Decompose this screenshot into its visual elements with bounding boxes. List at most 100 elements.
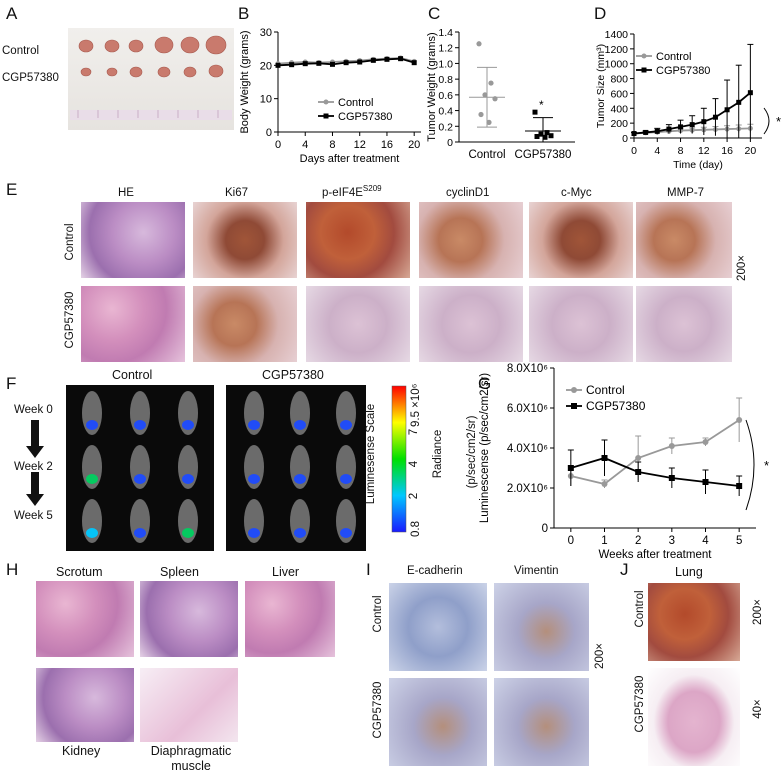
panel-i-treated-label: CGP57380 bbox=[372, 681, 384, 739]
y-tick-label: 4.0X10⁶ bbox=[507, 443, 548, 455]
ihc-control-he bbox=[81, 202, 185, 278]
legend-marker bbox=[571, 403, 577, 409]
ihc-treated-peif4e bbox=[306, 286, 410, 362]
legend-marker bbox=[641, 53, 647, 59]
chart-g: 0 2.0X10⁶ 4.0X10⁶ 6.0X10⁶ 8.0X10⁶ 0 1 2 3 4 5 Weeks… bbox=[479, 363, 769, 560]
x-tick-label: 8 bbox=[678, 145, 684, 157]
stain-label-ki67: Ki67 bbox=[225, 187, 249, 199]
panel-i-magnification: 200× bbox=[594, 643, 606, 669]
y-tick-label: 1200 bbox=[605, 44, 629, 56]
data-point bbox=[548, 133, 554, 139]
panel-letter-d: D bbox=[594, 4, 607, 23]
panel-a-control-label: Control bbox=[2, 45, 40, 57]
ihc-treated-mmp7 bbox=[636, 286, 732, 362]
data-point bbox=[631, 131, 637, 137]
panel-j-control-label: Control bbox=[634, 590, 646, 628]
data-point bbox=[668, 443, 675, 449]
ihc-treated-cmyc bbox=[529, 286, 633, 362]
y-tick-label: 200 bbox=[610, 118, 628, 130]
stain-label-ecadherin: E-cadherin bbox=[407, 565, 463, 577]
histo-diaphragm bbox=[140, 668, 238, 742]
histo-kidney bbox=[36, 668, 134, 742]
stain-label-peif4e: p-eIF4ES209 bbox=[322, 184, 382, 199]
data-point bbox=[643, 129, 649, 135]
scale-tick-95: 9.5 ×10⁶ bbox=[410, 383, 422, 427]
x-category-label: Control bbox=[468, 149, 505, 161]
data-point bbox=[486, 119, 492, 125]
x-tick-label: 8 bbox=[329, 139, 335, 151]
x-tick-label: 4 bbox=[702, 535, 709, 547]
x-tick-label: 0 bbox=[631, 145, 637, 157]
data-point bbox=[532, 109, 538, 115]
data-point bbox=[544, 130, 550, 136]
y-tick-label: 0.6 bbox=[438, 90, 453, 102]
scale-tick-4: 4 bbox=[408, 460, 421, 468]
y-tick-label: 0.8 bbox=[438, 74, 453, 86]
panel-f-treated-label: CGP57380 bbox=[262, 368, 324, 382]
data-point bbox=[384, 56, 390, 62]
stain-peif4e-sup: S209 bbox=[362, 184, 382, 193]
bioluminescence-signal bbox=[86, 474, 98, 484]
data-point bbox=[601, 455, 608, 461]
data-point bbox=[666, 126, 672, 132]
data-point bbox=[712, 114, 718, 120]
data-point bbox=[724, 107, 730, 113]
ihc-treated-ecadherin bbox=[389, 678, 487, 766]
data-point bbox=[343, 60, 349, 66]
week-arrows bbox=[26, 420, 44, 506]
legend-marker bbox=[323, 99, 329, 105]
y-tick-label: 0 bbox=[447, 137, 453, 149]
panel-letter-f: F bbox=[6, 374, 17, 393]
bioluminescence-signal bbox=[294, 420, 306, 430]
panel-j-mag-control: 200× bbox=[752, 599, 764, 625]
x-tick-label: 2 bbox=[635, 535, 641, 547]
bioluminescence-signal bbox=[340, 474, 352, 484]
data-point bbox=[357, 59, 363, 65]
radiance-label: Radiance bbox=[432, 429, 444, 479]
x-tick-label: 16 bbox=[721, 145, 733, 157]
y-axis-label: Luminescense (p/sec/cm2/sr) bbox=[479, 373, 491, 523]
bioluminescence-signal bbox=[134, 528, 146, 538]
ihc-treated-ki67 bbox=[193, 286, 297, 362]
significance-star: * bbox=[764, 458, 769, 473]
bioluminescence-signal bbox=[182, 528, 194, 538]
data-point bbox=[289, 62, 295, 68]
x-tick-label: 16 bbox=[381, 139, 393, 151]
data-point bbox=[678, 124, 684, 130]
x-tick-label: 5 bbox=[736, 535, 742, 547]
chart-d: 0 200 400 600 800 1000 1200 1400 0 4 8 12 16 20 Time (… bbox=[595, 29, 781, 170]
panel-e-treated-label: CGP57380 bbox=[64, 291, 76, 349]
legend-label: Control bbox=[656, 51, 691, 63]
legend-marker bbox=[323, 113, 329, 119]
tissue-label-liver: Liver bbox=[272, 565, 300, 579]
scale-tick-7: 7 bbox=[408, 428, 421, 436]
luminescence-scale-bar bbox=[391, 385, 407, 533]
x-tick-label: 1 bbox=[601, 535, 607, 547]
ihc-control-peif4e bbox=[306, 202, 410, 278]
data-point bbox=[488, 80, 494, 86]
data-point bbox=[702, 479, 709, 485]
histo-scrotum bbox=[36, 581, 134, 657]
data-point bbox=[736, 99, 742, 105]
x-axis-label: Time (day) bbox=[673, 159, 723, 170]
x-tick-label: 4 bbox=[654, 145, 660, 157]
data-point bbox=[476, 41, 482, 47]
tissue-label-spleen: Spleen bbox=[160, 565, 199, 579]
legend-label: CGP57380 bbox=[586, 399, 646, 413]
data-point bbox=[329, 61, 335, 67]
x-tick-label: 0 bbox=[275, 139, 281, 151]
y-axis-label: Tumor Weight (grams) bbox=[426, 32, 438, 141]
y-tick-label: 1.2 bbox=[438, 43, 453, 55]
y-tick-label: 1000 bbox=[605, 59, 629, 71]
y-axis-label: Tumor Size (mm³) bbox=[595, 44, 607, 128]
panel-a-tumor-photo bbox=[68, 28, 234, 130]
y-tick-label: 0 bbox=[542, 523, 548, 535]
legend-label: CGP57380 bbox=[656, 65, 710, 77]
data-point bbox=[538, 131, 544, 137]
scale-tick-08: 0.8 bbox=[410, 521, 422, 537]
tissue-label-kidney: Kidney bbox=[62, 744, 101, 758]
data-point bbox=[635, 469, 642, 475]
panel-letter-h: H bbox=[6, 560, 19, 579]
y-tick-label: 30 bbox=[260, 27, 272, 39]
ihc-treated-he bbox=[81, 286, 185, 362]
